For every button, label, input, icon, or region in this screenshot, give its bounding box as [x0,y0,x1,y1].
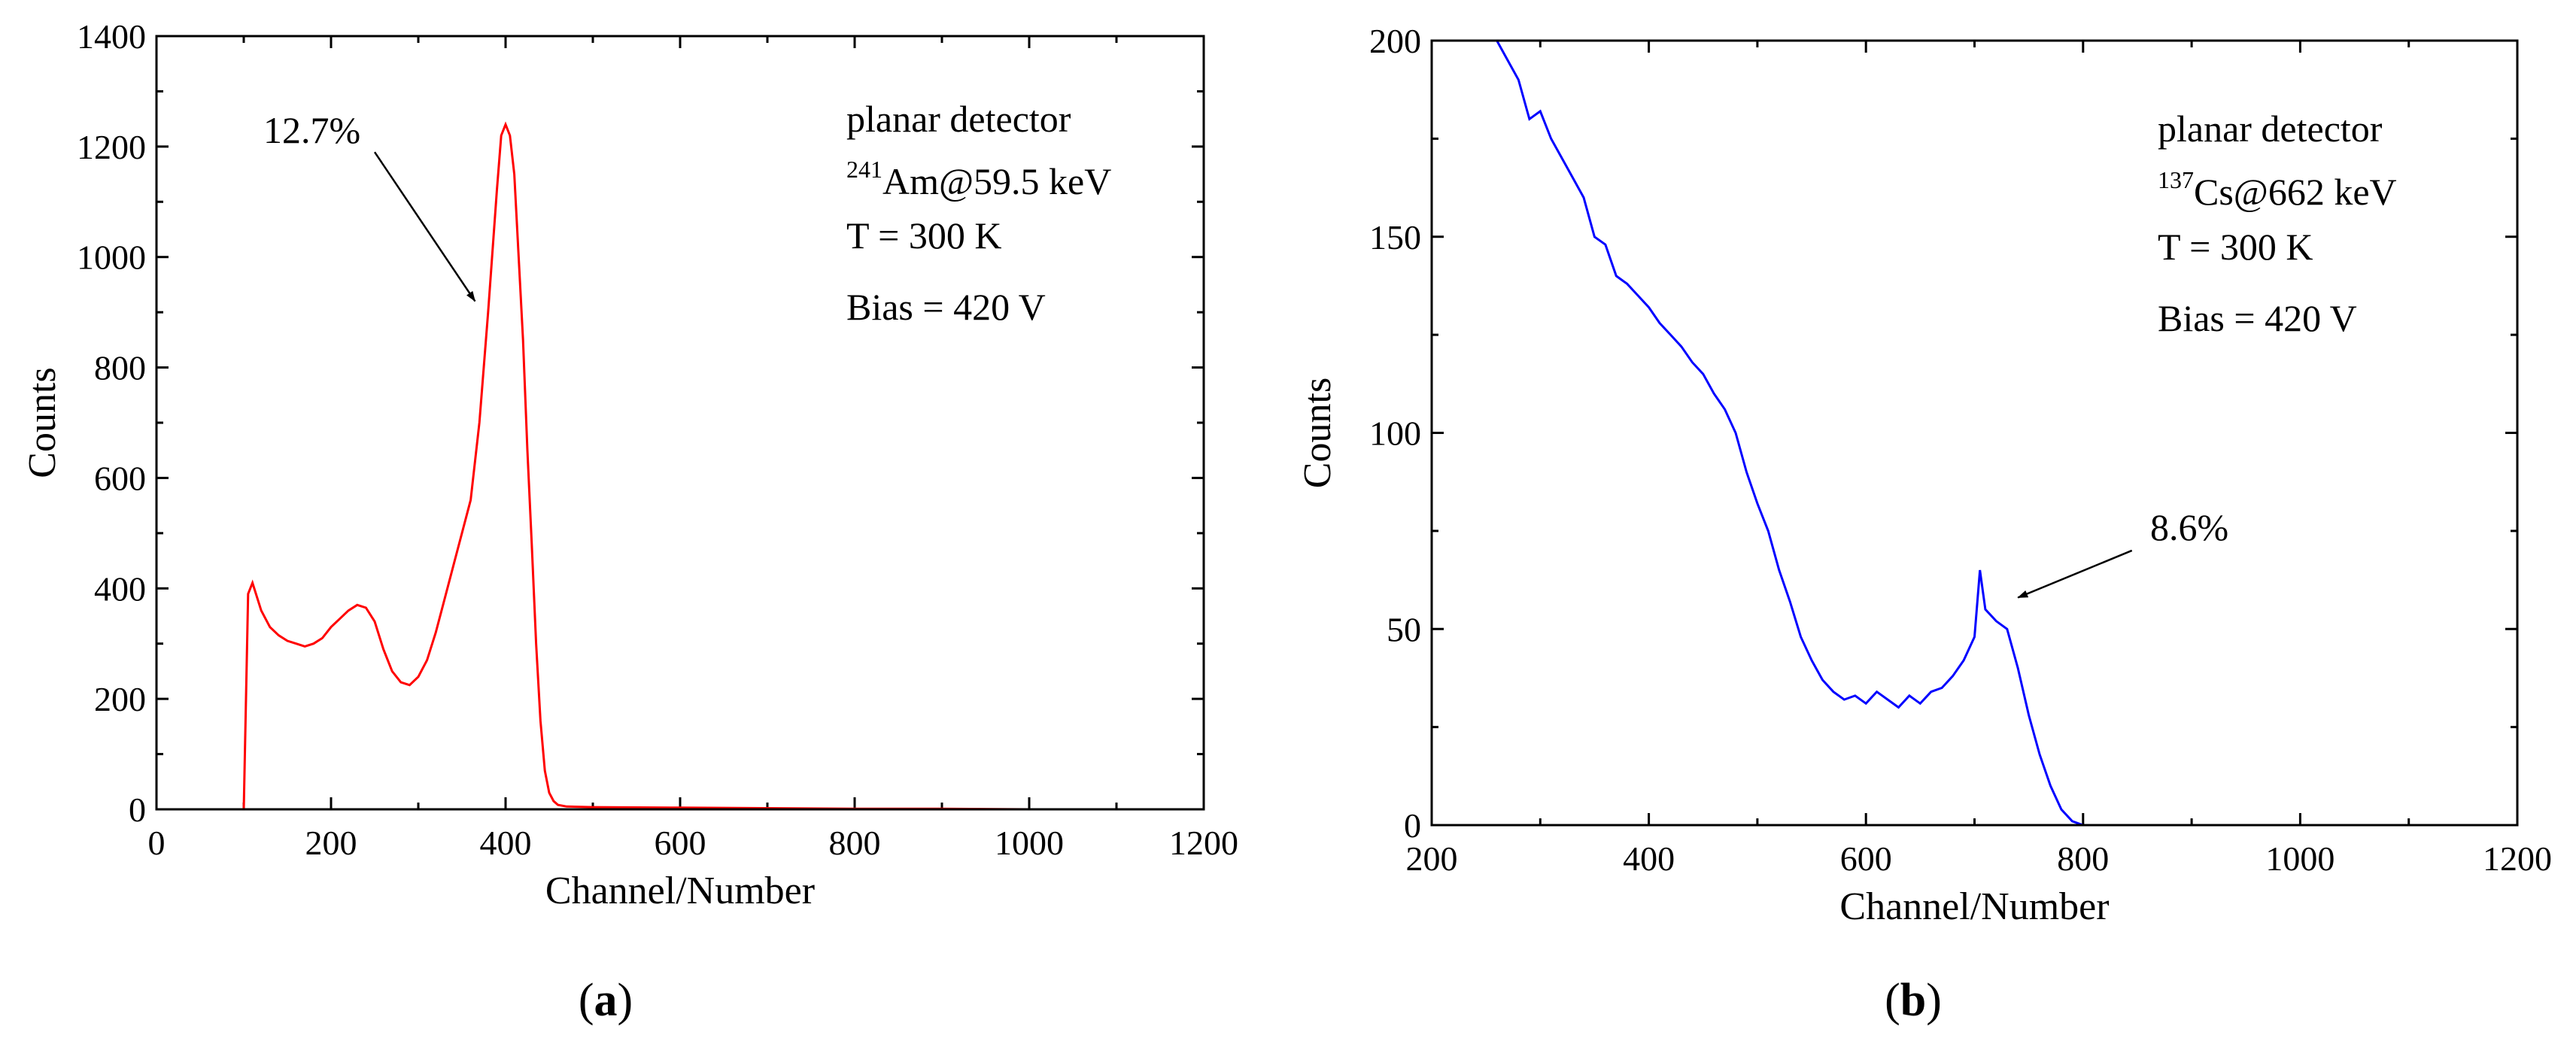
panel-b-x-tick-label: 800 [2057,839,2109,878]
panel-a-series-line [156,121,1047,811]
panel-b-peak-arrow [2017,549,2133,599]
panel-b-x-tick-label: 200 [1406,839,1458,878]
panel-a-y-tick-label: 800 [94,349,146,387]
panel-b-y-tick-label: 0 [1404,806,1421,845]
panel-b-x-tick-label: 1200 [2483,839,2552,878]
panel-b-annotation-source: 137Cs@662 keV [2158,166,2397,213]
panel-a-peak-arrow [373,151,476,302]
panel-a-annotation-detector: planar detector [846,98,1071,140]
panel-a-peak-label: 12.7% [263,109,360,151]
panel-a-y-tick-label: 600 [94,459,146,497]
panel-b-y-axis-title: Counts [1296,378,1339,488]
panel-a-y-tick-label: 1200 [77,128,146,166]
panel-a-x-tick-label: 1000 [995,824,1064,862]
panel-b-x-tick-label: 1000 [2265,839,2334,878]
panel-a-ticks: 0 200 400 600 800 1000 1200 0 200 400 600 800 1000 12… [77,17,1238,862]
panel-a-label: (a) [579,975,633,1026]
panel-a-source-superscript: 241 [846,156,882,183]
panel-a-x-axis-title: Channel/Number [545,869,815,912]
panel-a-x-tick-label: 0 [148,824,166,862]
panel-b-ticks: 200 400 600 800 1000 1200 0 50 100 150 200 [1369,22,2552,878]
panel-b-y-tick-label: 200 [1369,22,1421,60]
panel-b-peak-label: 8.6% [2150,506,2228,548]
panel-b-frame [1430,39,2519,827]
panel-b-y-tick-label: 100 [1369,414,1421,453]
panel-a-y-tick-label: 200 [94,680,146,718]
panel-b-x-tick-label: 600 [1840,839,1892,878]
panel-b-annotation-temperature: T = 300 K [2158,226,2313,268]
panel-a-y-tick-label: 1400 [77,17,146,56]
panel-b-source-text: Cs@662 keV [2194,171,2397,213]
panel-b: 200 400 600 800 1000 1200 0 50 100 150 200 Channel… [1296,22,2552,1026]
panel-b-annotation-detector: planar detector [2158,108,2383,150]
panel-a-x-tick-label: 400 [480,824,532,862]
panel-a-x-tick-label: 800 [829,824,881,862]
panel-a-annotation-bias: Bias = 420 V [846,286,1046,328]
panel-a-x-tick-label: 200 [305,824,357,862]
panel-b-x-tick-label: 400 [1623,839,1675,878]
panel-b-source-superscript: 137 [2158,166,2194,193]
panel-a-source-text: Am@59.5 keV [882,160,1111,202]
panel-a-y-axis-title: Counts [21,367,64,478]
panel-b-annotation-bias: Bias = 420 V [2158,297,2357,339]
panel-b-series-line [1496,40,2322,827]
panel-b-label: (b) [1885,975,1942,1026]
panel-a: 0 200 400 600 800 1000 1200 0 200 400 600 800 1000 12… [21,17,1238,1026]
panel-a-x-tick-label: 1200 [1169,824,1238,862]
panel-a-annotation-temperature: T = 300 K [846,214,1001,256]
panel-a-y-tick-label: 0 [129,791,146,829]
panel-a-y-tick-label: 1000 [77,238,146,277]
panel-a-frame [155,35,1205,811]
panel-a-x-tick-label: 600 [655,824,706,862]
panel-b-x-axis-title: Channel/Number [1839,885,2109,928]
panel-a-annotation-source: 241Am@59.5 keV [846,156,1111,202]
panel-b-y-tick-label: 50 [1387,610,1421,648]
panel-b-y-tick-label: 150 [1369,218,1421,256]
panel-a-y-tick-label: 400 [94,569,146,608]
